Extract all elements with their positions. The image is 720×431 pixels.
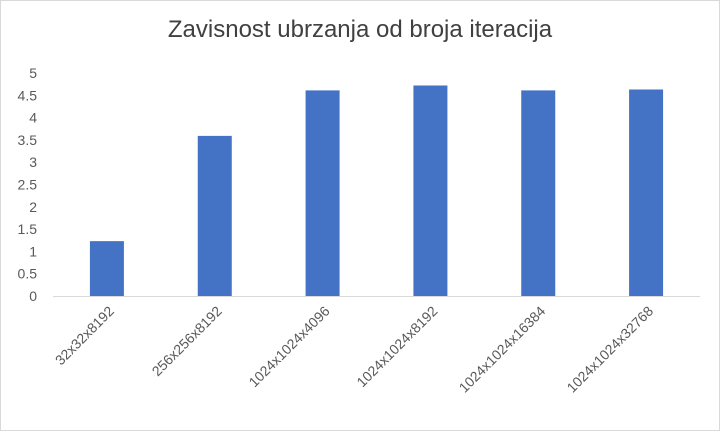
x-tick-label: 256x256x8192 [149, 303, 225, 379]
y-axis-ticks: 0 0.5 1 1.5 2 2.5 3 3.5 4 4.5 5 [18, 65, 38, 304]
y-tick-label: 0 [29, 288, 37, 304]
x-tick-label: 1024x1024x8192 [353, 303, 440, 390]
y-tick-label: 1 [29, 243, 37, 259]
y-tick-label: 3.5 [18, 132, 38, 148]
x-tick-label: 1024x1024x32768 [563, 303, 656, 396]
y-tick-label: 2.5 [18, 177, 38, 193]
x-tick-label: 1024x1024x16384 [456, 303, 549, 396]
chart-title: Zavisnost ubrzanja od broja iteracija [167, 16, 553, 43]
y-tick-label: 4 [29, 110, 37, 126]
bar [413, 85, 448, 296]
x-tick-label: 1024x1024x4096 [245, 303, 332, 390]
y-tick-label: 2 [29, 199, 37, 215]
bar [629, 89, 664, 296]
y-tick-label: 4.5 [18, 87, 38, 103]
y-tick-label: 5 [29, 65, 37, 81]
x-axis-ticks: 32x32x8192 256x256x8192 1024x1024x4096 1024… [52, 303, 657, 396]
y-tick-label: 1.5 [18, 221, 38, 237]
bar [521, 90, 556, 296]
bar [89, 241, 124, 296]
bars [89, 85, 664, 296]
y-tick-label: 0.5 [18, 266, 38, 282]
y-tick-label: 3 [29, 154, 37, 170]
x-tick-label: 32x32x8192 [52, 303, 117, 368]
bar [305, 90, 340, 296]
bar [197, 135, 232, 296]
